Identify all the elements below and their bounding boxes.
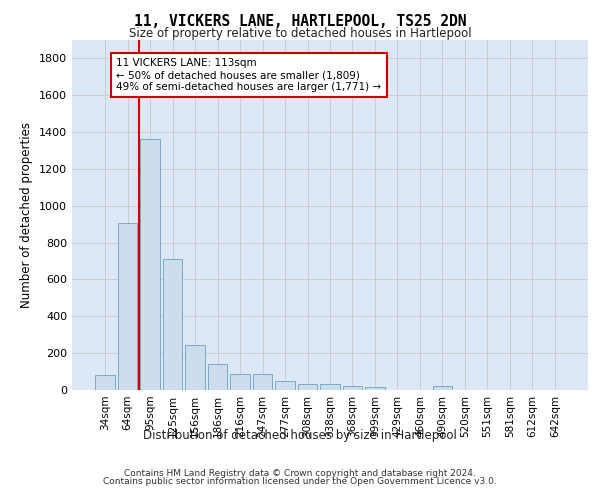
Bar	[163, 259, 182, 390]
Bar	[185, 345, 205, 390]
Bar	[433, 386, 452, 390]
Text: 11, VICKERS LANE, HARTLEPOOL, TS25 2DN: 11, VICKERS LANE, HARTLEPOOL, TS25 2DN	[134, 14, 466, 29]
Bar	[275, 381, 295, 390]
Bar	[343, 386, 362, 390]
Bar	[253, 374, 272, 390]
Y-axis label: Number of detached properties: Number of detached properties	[20, 122, 34, 308]
Bar	[320, 384, 340, 390]
Bar	[118, 224, 137, 390]
Text: Size of property relative to detached houses in Hartlepool: Size of property relative to detached ho…	[128, 28, 472, 40]
Bar	[298, 384, 317, 390]
Bar	[140, 140, 160, 390]
Text: 11 VICKERS LANE: 113sqm
← 50% of detached houses are smaller (1,809)
49% of semi: 11 VICKERS LANE: 113sqm ← 50% of detache…	[116, 58, 382, 92]
Bar	[208, 364, 227, 390]
Text: Distribution of detached houses by size in Hartlepool: Distribution of detached houses by size …	[143, 430, 457, 442]
Bar	[365, 386, 385, 390]
Text: Contains HM Land Registry data © Crown copyright and database right 2024.: Contains HM Land Registry data © Crown c…	[124, 468, 476, 477]
Bar	[95, 376, 115, 390]
Bar	[230, 374, 250, 390]
Text: Contains public sector information licensed under the Open Government Licence v3: Contains public sector information licen…	[103, 477, 497, 486]
